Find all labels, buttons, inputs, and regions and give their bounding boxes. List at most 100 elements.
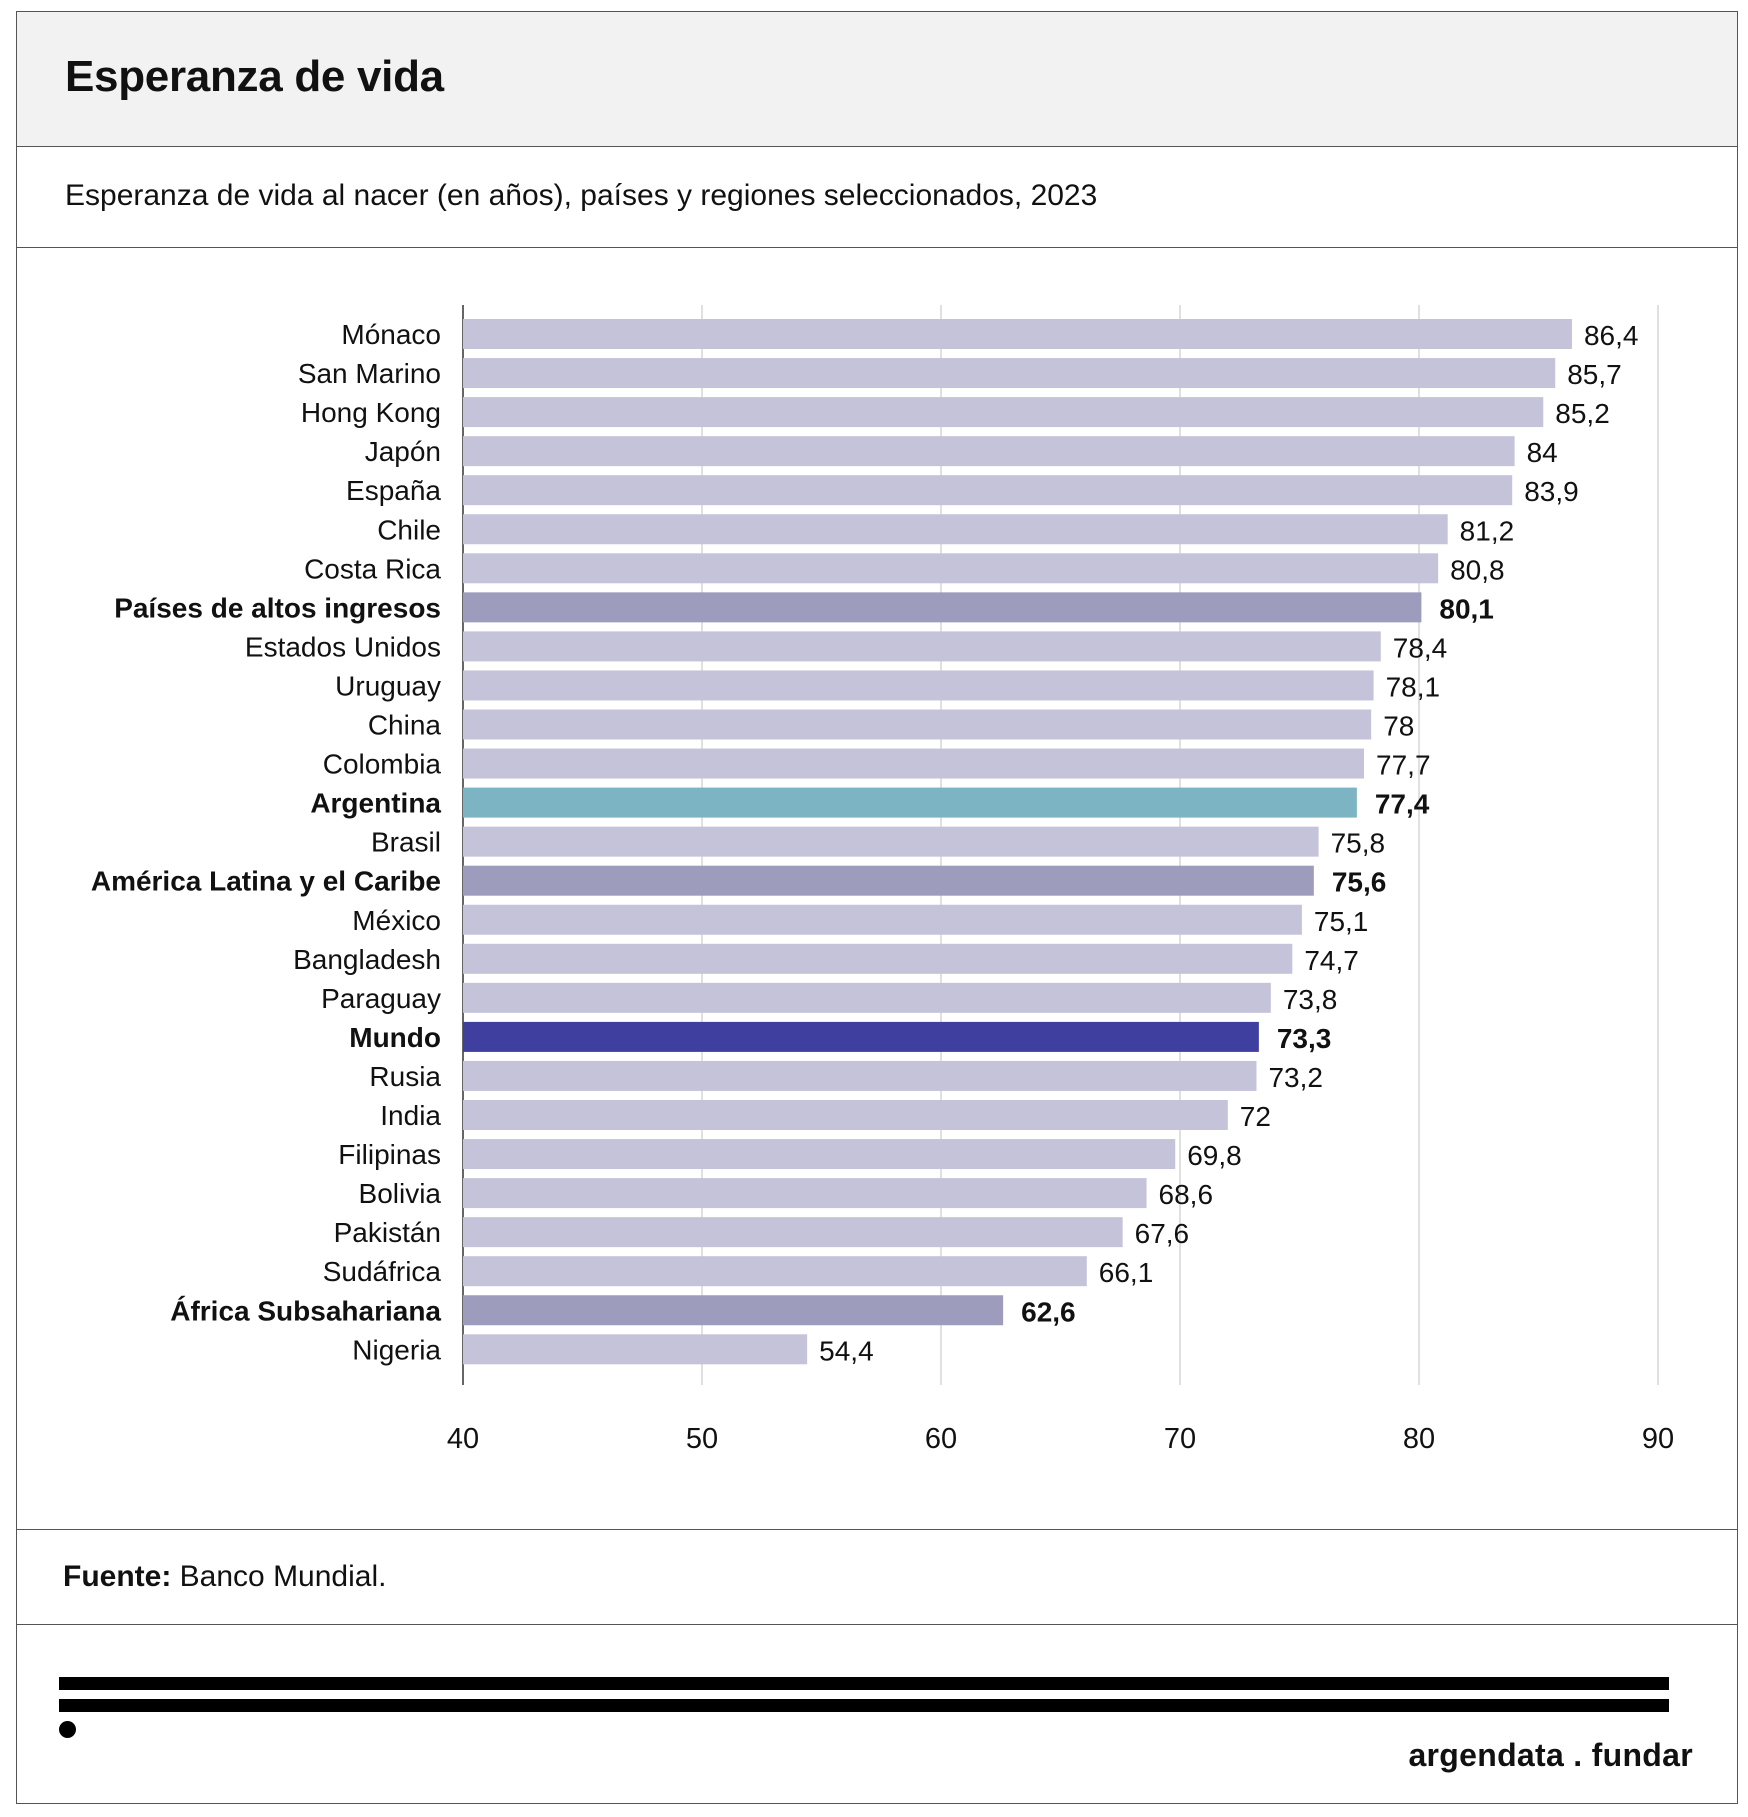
chart-card: Esperanza de vida Esperanza de vida al n… bbox=[16, 11, 1738, 1804]
bar bbox=[463, 748, 1365, 779]
category-label: Rusia bbox=[369, 1061, 441, 1092]
bar bbox=[463, 709, 1372, 740]
category-label: Países de altos ingresos bbox=[114, 592, 441, 623]
source-text: Banco Mundial. bbox=[179, 1560, 387, 1593]
bar bbox=[463, 553, 1439, 584]
category-label: España bbox=[346, 475, 441, 506]
category-label: China bbox=[368, 710, 442, 741]
data-label: 80,8 bbox=[1450, 554, 1505, 585]
x-tick-label: 50 bbox=[686, 1423, 718, 1455]
bar bbox=[463, 865, 1314, 896]
bar bbox=[463, 1100, 1228, 1130]
data-label: 84 bbox=[1527, 437, 1558, 468]
category-label: Filipinas bbox=[338, 1139, 441, 1170]
category-label: Nigeria bbox=[352, 1334, 441, 1365]
category-label: San Marino bbox=[298, 358, 441, 389]
chart-title: Esperanza de vida bbox=[65, 52, 444, 101]
bar bbox=[463, 1139, 1176, 1170]
category-label: Colombia bbox=[323, 749, 442, 780]
x-tick-label: 60 bbox=[925, 1423, 957, 1455]
category-label: Mónaco bbox=[341, 319, 441, 350]
category-label: México bbox=[352, 905, 441, 936]
category-label: Mundo bbox=[349, 1022, 441, 1053]
data-label: 81,2 bbox=[1460, 515, 1515, 546]
category-label: Chile bbox=[377, 514, 441, 545]
category-label: Japón bbox=[365, 436, 441, 467]
data-label: 73,3 bbox=[1277, 1023, 1332, 1054]
brand-area: argendata . fundar bbox=[17, 1625, 1737, 1805]
data-label: 69,8 bbox=[1187, 1140, 1242, 1171]
data-label: 73,8 bbox=[1283, 984, 1338, 1015]
bar bbox=[463, 787, 1357, 818]
data-label: 78 bbox=[1383, 711, 1414, 742]
bar bbox=[463, 397, 1544, 428]
bar bbox=[463, 826, 1319, 857]
bar bbox=[463, 943, 1293, 974]
bar bbox=[463, 1060, 1257, 1091]
bar bbox=[463, 1256, 1087, 1287]
data-label: 80,1 bbox=[1439, 593, 1494, 624]
category-label: Bolivia bbox=[359, 1178, 442, 1209]
x-tick-label: 70 bbox=[1164, 1423, 1196, 1455]
source-label: Fuente: bbox=[63, 1560, 172, 1593]
category-label: Argentina bbox=[310, 788, 441, 819]
bar bbox=[463, 358, 1556, 389]
data-label: 86,4 bbox=[1584, 320, 1639, 351]
chart-area: 40 50 60 70 80 90 Mónaco 86,4 San Marino 85,7 Hong… bbox=[17, 248, 1737, 1529]
category-label: África Subsahariana bbox=[170, 1295, 441, 1326]
data-label: 78,4 bbox=[1393, 632, 1448, 663]
data-label: 68,6 bbox=[1159, 1179, 1214, 1210]
bar-chart: 40 50 60 70 80 90 Mónaco 86,4 San Marino 85,7 Hong… bbox=[91, 305, 1674, 1455]
data-label: 54,4 bbox=[819, 1335, 874, 1366]
category-label: Sudáfrica bbox=[323, 1256, 442, 1287]
bar bbox=[463, 514, 1448, 545]
bar bbox=[463, 904, 1302, 935]
category-label: América Latina y el Caribe bbox=[91, 866, 441, 897]
category-label: Costa Rica bbox=[304, 553, 441, 584]
x-tick-label: 80 bbox=[1403, 1423, 1435, 1455]
brand-stripe-top bbox=[59, 1677, 1669, 1690]
brand-logo: argendata . fundar bbox=[1408, 1737, 1693, 1773]
data-label: 78,1 bbox=[1386, 671, 1441, 702]
bar bbox=[463, 475, 1513, 506]
x-tick-label: 90 bbox=[1642, 1423, 1674, 1455]
bar bbox=[463, 436, 1515, 467]
title-band: Esperanza de vida bbox=[17, 12, 1737, 147]
source-note: Fuente: Banco Mundial. bbox=[63, 1560, 386, 1594]
category-label: Pakistán bbox=[334, 1217, 441, 1248]
data-label: 67,6 bbox=[1135, 1218, 1190, 1249]
bar bbox=[463, 592, 1422, 623]
category-label: India bbox=[380, 1100, 441, 1131]
bar bbox=[463, 319, 1572, 349]
bar bbox=[463, 1334, 808, 1365]
category-label: Hong Kong bbox=[301, 397, 441, 428]
data-label: 85,7 bbox=[1567, 359, 1622, 390]
data-label: 73,2 bbox=[1268, 1062, 1323, 1093]
bar bbox=[463, 1178, 1147, 1209]
data-label: 72 bbox=[1240, 1101, 1271, 1132]
bar bbox=[463, 1217, 1123, 1248]
data-label: 62,6 bbox=[1021, 1296, 1076, 1327]
bar bbox=[463, 1021, 1259, 1052]
chart-subtitle: Esperanza de vida al nacer (en años), pa… bbox=[65, 179, 1098, 212]
bar bbox=[463, 1295, 1004, 1326]
bar bbox=[463, 982, 1271, 1013]
data-label: 75,1 bbox=[1314, 906, 1369, 937]
data-label: 77,4 bbox=[1375, 789, 1430, 820]
data-label: 83,9 bbox=[1524, 476, 1579, 507]
data-label: 75,6 bbox=[1332, 867, 1387, 898]
source-band: Fuente: Banco Mundial. bbox=[17, 1529, 1737, 1625]
data-label: 66,1 bbox=[1099, 1257, 1154, 1288]
brand-dot bbox=[59, 1721, 76, 1738]
category-label: Bangladesh bbox=[293, 944, 441, 975]
category-label: Estados Unidos bbox=[245, 631, 441, 662]
data-label: 74,7 bbox=[1304, 945, 1359, 976]
category-label: Paraguay bbox=[321, 983, 441, 1014]
data-label: 77,7 bbox=[1376, 750, 1431, 781]
category-label: Brasil bbox=[371, 827, 441, 858]
bar bbox=[463, 631, 1381, 662]
bar bbox=[463, 670, 1374, 701]
data-label: 75,8 bbox=[1331, 828, 1386, 859]
category-label: Uruguay bbox=[335, 670, 441, 701]
brand-stripe-bottom bbox=[59, 1699, 1669, 1712]
